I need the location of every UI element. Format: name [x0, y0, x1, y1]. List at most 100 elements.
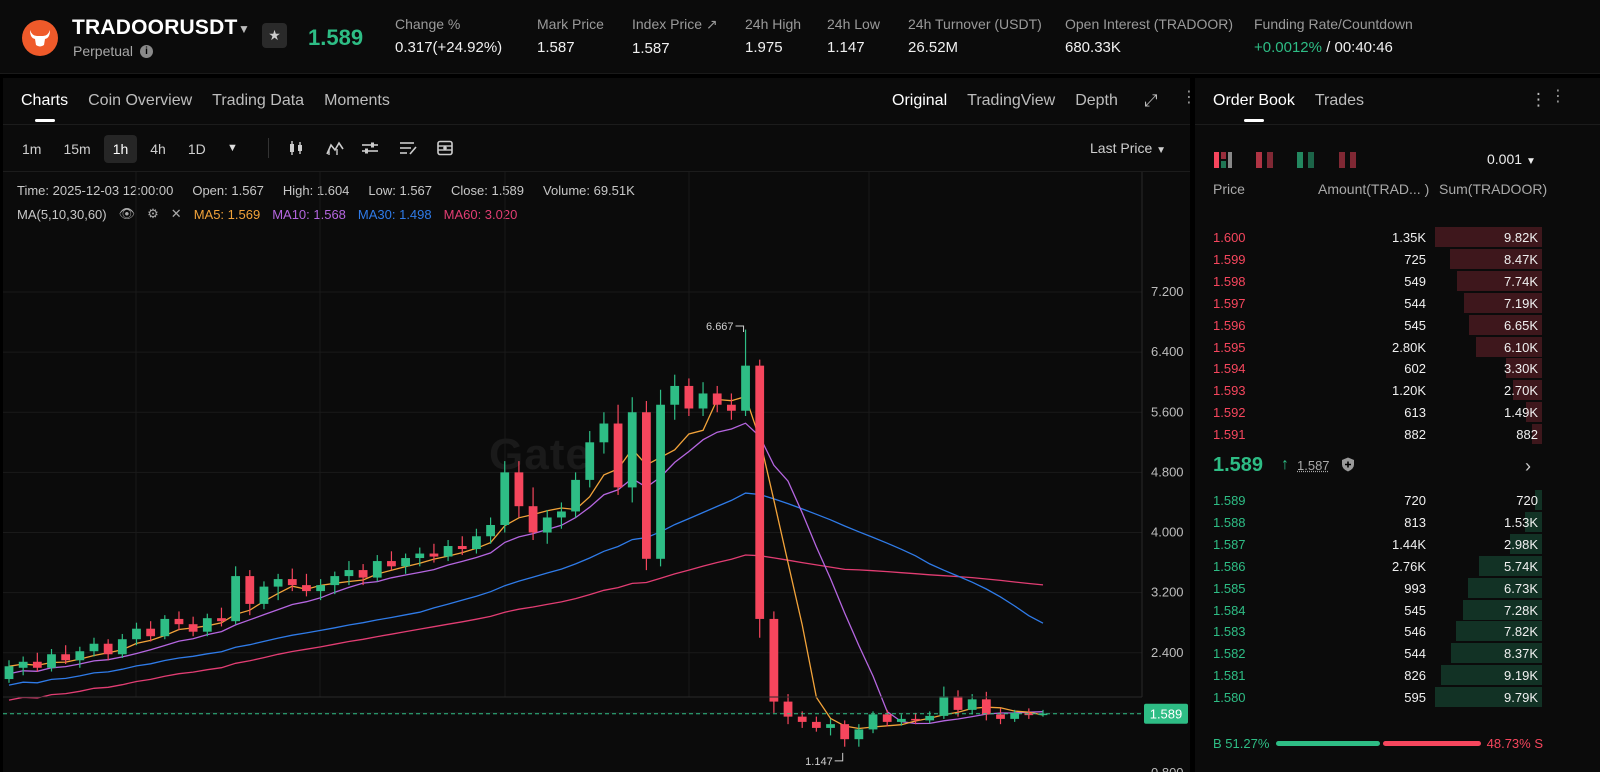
row-price: 1.580	[1213, 690, 1246, 706]
candle-body	[996, 714, 1005, 719]
more-options-icon[interactable]: ⋮	[1530, 90, 1547, 109]
panel-menu-icon[interactable]: ⋮	[1550, 88, 1566, 105]
candle-body	[726, 404, 736, 411]
candle-body	[174, 618, 184, 625]
row-price: 1.591	[1213, 427, 1246, 443]
symbol-selector[interactable]: TRADOORUSDT	[72, 16, 238, 39]
ma-lines	[8, 395, 1044, 730]
candle-body	[769, 618, 779, 702]
ask-row[interactable]: 1.598 549 7.74K	[1195, 270, 1600, 292]
star-icon: ★	[268, 27, 281, 43]
caret-down-icon[interactable]: ▼	[238, 22, 250, 36]
row-sum: 3.30K	[1504, 361, 1538, 377]
bid-row[interactable]: 1.589 720 720	[1195, 489, 1600, 511]
favorite-star-button[interactable]: ★	[262, 23, 287, 48]
stat-mark-price[interactable]: Mark Price 1.587	[537, 16, 604, 56]
ask-row[interactable]: 1.593 1.20K 2.70K	[1195, 379, 1600, 401]
bid-row[interactable]: 1.582 544 8.37K	[1195, 642, 1600, 664]
bid-row[interactable]: 1.581 826 9.19K	[1195, 664, 1600, 686]
settings-sliders-icon[interactable]	[361, 139, 379, 157]
eye-icon[interactable]: 👁	[118, 206, 136, 221]
interval-1m[interactable]: 1m	[22, 141, 42, 157]
row-price: 1.587	[1213, 536, 1246, 552]
candle-body	[61, 654, 71, 661]
tab-coin-overview[interactable]: Coin Overview	[88, 92, 193, 109]
interval-1d[interactable]: 1D	[187, 141, 206, 157]
candle-body	[401, 558, 410, 567]
stat-index-price[interactable]: Index Price ↗ 1.587	[632, 16, 718, 57]
row-sum: 6.10K	[1504, 339, 1538, 355]
mid-price: 1.589 ↑ 1.587	[1213, 454, 1354, 477]
row-sum: 9.19K	[1504, 668, 1538, 684]
tab-charts[interactable]: Charts	[21, 92, 69, 122]
buy-ratio: B 51.27%	[1213, 736, 1270, 751]
divider	[3, 124, 1190, 125]
bids-only-view-icon[interactable]	[1296, 151, 1316, 169]
candle-body	[656, 404, 665, 559]
shield-icon[interactable]	[1341, 457, 1355, 472]
ask-row[interactable]: 1.591 882 882	[1195, 423, 1600, 445]
info-icon[interactable]: i	[140, 45, 153, 58]
bid-row[interactable]: 1.585 993 6.73K	[1195, 577, 1600, 599]
candle-body	[811, 721, 821, 728]
drawing-tools-icon[interactable]	[399, 139, 417, 157]
interval-15m[interactable]: 15m	[63, 141, 91, 157]
bid-row[interactable]: 1.586 2.76K 5.74K	[1195, 555, 1600, 577]
tab-depth[interactable]: Depth	[1075, 92, 1118, 109]
asks-only-view-icon[interactable]	[1255, 151, 1275, 169]
ask-row[interactable]: 1.599 725 8.47K	[1195, 248, 1600, 270]
ask-row[interactable]: 1.595 2.80K 6.10K	[1195, 336, 1600, 358]
bid-row[interactable]: 1.584 545 7.28K	[1195, 599, 1600, 621]
tab-trades[interactable]: Trades	[1314, 92, 1365, 109]
bid-row[interactable]: 1.587 1.44K 2.98K	[1195, 533, 1600, 555]
ask-row[interactable]: 1.594 602 3.30K	[1195, 357, 1600, 379]
tab-moments[interactable]: Moments	[324, 92, 390, 109]
expand-icon[interactable]: ⤢	[1144, 91, 1158, 110]
depth-bar	[1463, 599, 1542, 620]
candle-type-icon[interactable]	[287, 139, 305, 157]
candle-body	[1010, 712, 1020, 719]
ask-row[interactable]: 1.600 1.35K 9.82K	[1195, 226, 1600, 248]
large-orders-view-icon[interactable]	[1338, 151, 1358, 169]
close-icon[interactable]: ✕	[170, 206, 182, 221]
view-tabs: Original TradingView Depth	[892, 92, 1118, 110]
interval-dropdown-icon[interactable]: ▼	[227, 142, 238, 154]
ma30-line	[8, 492, 1044, 686]
bid-row[interactable]: 1.580 595 9.79K	[1195, 686, 1600, 708]
ask-row[interactable]: 1.596 545 6.65K	[1195, 314, 1600, 336]
panel-menu-icon[interactable]: ⋮	[1181, 89, 1197, 106]
row-sum: 2.98K	[1504, 536, 1538, 552]
ask-row[interactable]: 1.592 613 1.49K	[1195, 401, 1600, 423]
row-amount: 545	[1404, 602, 1426, 618]
interval-4h[interactable]: 4h	[150, 141, 166, 157]
order-book-panel: Order Book Trades ⋮ ⋮ 0.001 ▼ Price Amou…	[1195, 78, 1600, 772]
low-annotation: 1.147	[805, 756, 833, 768]
tab-tradingview[interactable]: TradingView	[967, 92, 1056, 109]
candle-body	[868, 714, 878, 730]
chevron-right-icon[interactable]: ›	[1525, 456, 1531, 476]
row-price: 1.600	[1213, 230, 1246, 245]
ma60-value: MA60: 3.020	[443, 206, 518, 222]
tab-original[interactable]: Original	[892, 92, 948, 109]
candlestick-chart[interactable]: 7.2006.4005.6004.8004.0003.2002.4001.600…	[3, 172, 1190, 772]
tab-trading-data[interactable]: Trading Data	[212, 92, 305, 109]
interval-1h[interactable]: 1h	[103, 135, 138, 163]
chart-layout-icon[interactable]	[436, 139, 454, 157]
tab-order-book[interactable]: Order Book	[1213, 92, 1295, 122]
price-type-selector[interactable]: Last Price ▼	[1090, 140, 1167, 156]
stat-funding-rate[interactable]: Funding Rate/Countdown +0.0012% / 00:40:…	[1254, 16, 1413, 56]
bid-row[interactable]: 1.583 546 7.82K	[1195, 620, 1600, 642]
candle-body	[571, 479, 580, 512]
row-sum: 1.49K	[1504, 405, 1538, 421]
bid-row[interactable]: 1.588 813 1.53K	[1195, 511, 1600, 533]
contract-type-label: Perpetual	[73, 43, 133, 59]
both-sides-view-icon[interactable]	[1213, 151, 1233, 169]
precision-selector[interactable]: 0.001 ▼	[1487, 151, 1536, 167]
indicators-icon[interactable]	[326, 139, 344, 157]
ask-row[interactable]: 1.597 544 7.19K	[1195, 292, 1600, 314]
sell-ratio: 48.73% S	[1486, 736, 1543, 751]
divider	[268, 138, 269, 158]
settings-icon[interactable]: ⚙	[147, 206, 159, 221]
row-amount: 725	[1404, 251, 1426, 267]
candle-body	[273, 579, 283, 587]
